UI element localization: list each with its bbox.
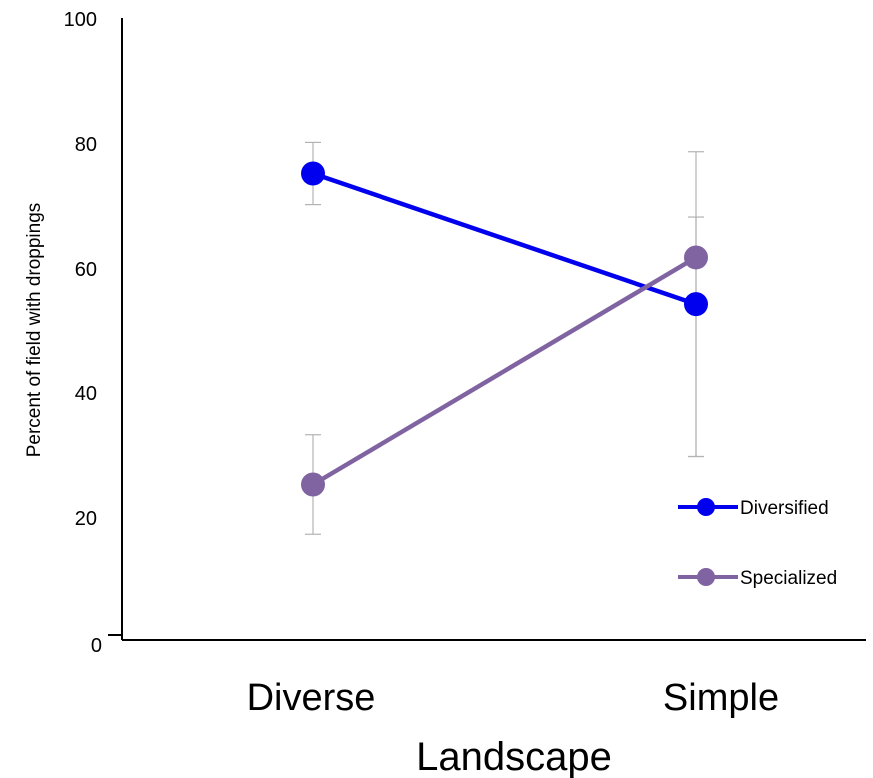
plot-area [301, 141, 708, 535]
x-axis-title: Landscape [416, 735, 612, 778]
y-tick-label: 20 [75, 508, 97, 530]
y-tick-label: 100 [64, 9, 97, 31]
series-line-specialized [311, 255, 698, 487]
legend-marker-specialized [697, 568, 715, 586]
data-point-specialized [684, 245, 708, 270]
x-category-label: Simple [663, 677, 779, 719]
legend-marker-diversified [697, 498, 715, 516]
y-tick-label: 60 [75, 259, 97, 281]
data-point-diversified [684, 292, 708, 317]
data-point-diversified [301, 161, 325, 186]
legend-label-diversified: Diversified [740, 498, 829, 519]
series-line-diversified [312, 171, 697, 307]
data-point-specialized [301, 472, 325, 497]
legend-label-specialized: Specialized [740, 568, 837, 589]
y-tick-label: 0 [91, 635, 102, 657]
x-category-label: Diverse [247, 677, 376, 719]
y-axis-title: Percent of field with droppings [24, 203, 45, 458]
legend: Diversified Specialized [678, 498, 837, 589]
y-tick-label: 40 [75, 383, 97, 405]
y-tick-label: 80 [75, 134, 97, 156]
